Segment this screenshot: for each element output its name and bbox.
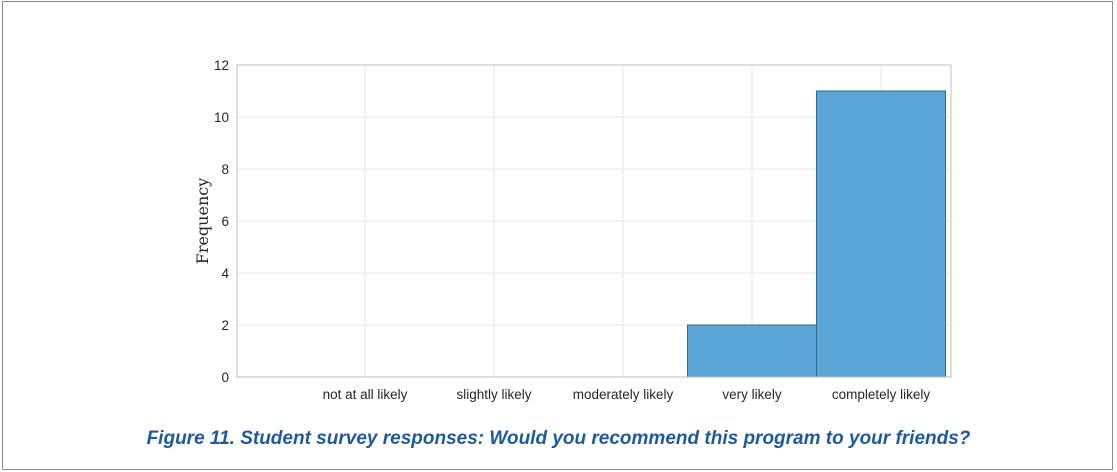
x-tick-label: not at all likely <box>323 387 408 402</box>
y-tick-label: 4 <box>221 266 229 281</box>
x-tick-label: completely likely <box>832 387 931 402</box>
bar <box>687 324 817 378</box>
figure-caption: Figure 11. Student survey responses: Wou… <box>146 428 971 449</box>
y-tick-label: 8 <box>221 162 229 177</box>
y-tick-label: 6 <box>221 214 229 229</box>
x-tick-label: slightly likely <box>456 387 531 402</box>
bar-chart: 0 2 4 6 8 10 12 not at all likely slightly like… <box>193 58 952 402</box>
y-tick-label: 2 <box>221 318 229 333</box>
bar <box>816 90 946 378</box>
x-tick-label: very likely <box>722 387 782 402</box>
y-tick-label: 0 <box>221 370 229 385</box>
y-axis-label: Frequency <box>193 178 212 265</box>
bars <box>687 90 946 378</box>
x-axis: not at all likely slightly likely moderate… <box>323 387 931 402</box>
x-tick-label: moderately likely <box>573 387 674 402</box>
plot-border <box>236 64 952 378</box>
y-axis: 0 2 4 6 8 10 12 <box>214 58 230 385</box>
y-tick-label: 12 <box>214 58 229 73</box>
y-tick-label: 10 <box>214 110 229 125</box>
